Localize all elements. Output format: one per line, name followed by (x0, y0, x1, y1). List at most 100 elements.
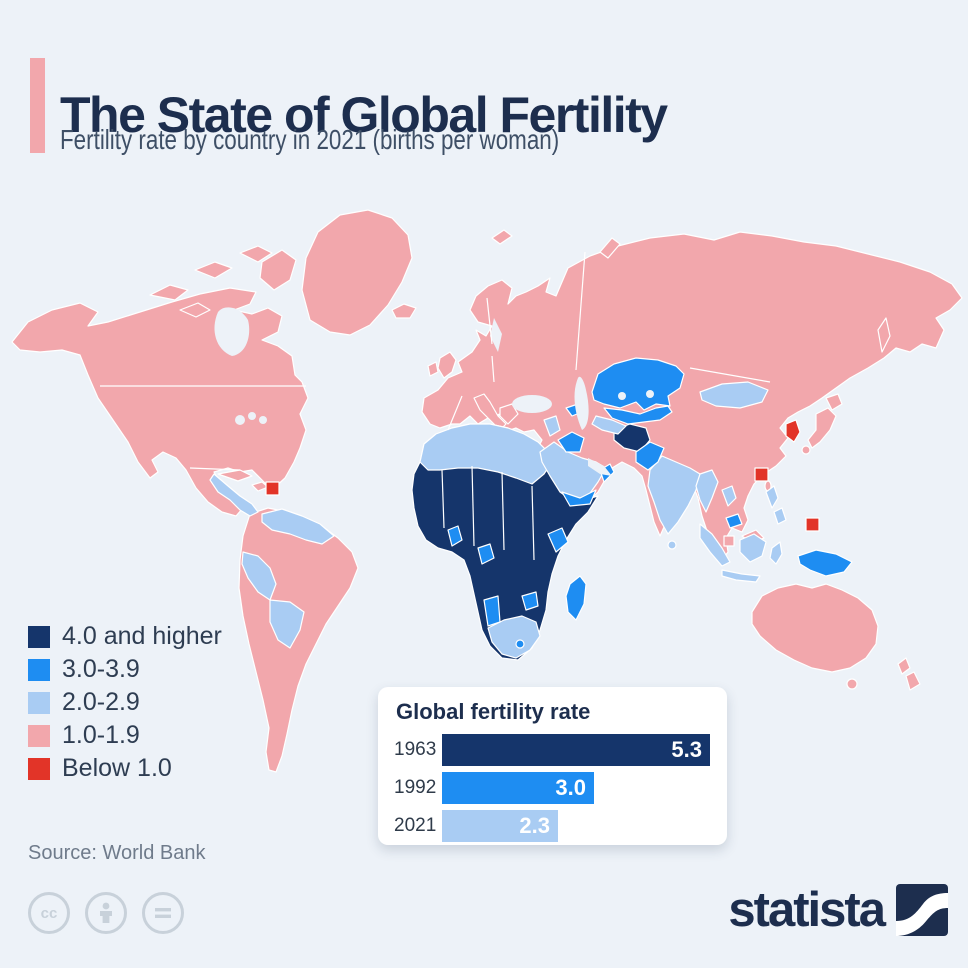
bar-row-2021: 2021 2.3 (394, 810, 727, 842)
region-arctic-island (149, 284, 189, 301)
legend-swatch-pink (28, 724, 50, 747)
region-namibia (483, 595, 501, 627)
region-mongolia (699, 381, 769, 409)
region-greenland (301, 209, 413, 336)
legend-item-4-and-higher: 4.0 and higher (28, 620, 222, 653)
region-uzbekistan (603, 405, 673, 425)
legend-item-2-to-2-9: 2.0-2.9 (28, 686, 222, 719)
title-accent-bar (30, 58, 45, 153)
legend-item-1-to-1-9: 1.0-1.9 (28, 719, 222, 752)
region-java (721, 569, 761, 583)
region-southern-africa (487, 615, 541, 659)
marker-hong-kong (754, 467, 769, 482)
region-borneo (739, 533, 767, 563)
aral-sea (618, 392, 626, 400)
region-new-zealand (897, 657, 911, 675)
black-sea (512, 395, 552, 413)
legend-label: 4.0 and higher (62, 622, 222, 650)
region-zimbabwe (521, 591, 539, 611)
region-iraq (557, 431, 585, 453)
region-venezuela-guyanas (261, 508, 335, 545)
no-derivatives-icon[interactable] (142, 892, 184, 934)
attribution-icon[interactable] (85, 892, 127, 934)
caspian-sea (574, 376, 589, 430)
bar-1963: 5.3 (442, 734, 710, 766)
bar-value-label: 2.3 (519, 813, 550, 838)
region-arctic-island (179, 302, 211, 318)
source-attribution: Source: World Bank (28, 842, 206, 864)
baltic-sea (490, 318, 502, 352)
region-tasmania (846, 678, 858, 690)
region-iceland (391, 303, 417, 319)
legend-label: 1.0-1.9 (62, 721, 140, 749)
bar-row-1992: 1992 3.0 (394, 772, 727, 804)
cc-glyph: cc (41, 905, 58, 922)
legend-swatch-red (28, 757, 50, 780)
region-novaya-zemlya (599, 237, 621, 259)
region-japan-kyushu (801, 445, 811, 455)
bar-year-label: 1992 (394, 777, 437, 798)
statista-logo-icon (896, 884, 948, 936)
bar-value-label: 5.3 (671, 737, 702, 762)
region-yemen (561, 489, 597, 507)
persian-gulf (588, 458, 612, 476)
license-icons: cc (28, 892, 184, 934)
region-australia (751, 583, 879, 673)
region-kenya (547, 527, 569, 553)
bar-2021: 2.3 (442, 810, 558, 842)
statista-brand[interactable]: statista (728, 884, 948, 936)
region-baffin-island (259, 249, 297, 291)
region-arctic-island (194, 261, 233, 279)
svg-text:cc: cc (41, 905, 58, 922)
legend-label: 3.0-3.9 (62, 655, 140, 683)
legend-swatch-blue (28, 658, 50, 681)
region-philippines (773, 507, 787, 525)
marker-pacific-territory (805, 517, 820, 532)
region-navy-layer (411, 423, 651, 661)
bar-year-label: 1963 (394, 739, 437, 760)
map-legend: 4.0 and higher 3.0-3.9 2.0-2.9 1.0-1.9 B… (28, 620, 222, 785)
region-pakistan (635, 441, 665, 471)
region-madagascar (565, 575, 587, 621)
region-north-america (11, 287, 309, 517)
legend-swatch-light-blue (28, 691, 50, 714)
region-bolivia-paraguay (269, 599, 305, 649)
border-lines (100, 251, 771, 561)
region-uk (437, 351, 457, 379)
equals-glyph (155, 908, 171, 918)
water-cutouts (214, 307, 654, 476)
page-subtitle: Fertility rate by country in 2021 (birth… (60, 124, 560, 155)
region-japan-hokkaido (825, 393, 843, 411)
lake-balkhash (646, 390, 654, 398)
region-philippines (765, 485, 779, 509)
region-cambodia (725, 513, 743, 529)
world-choropleth-map (11, 209, 963, 773)
inset-bar-chart-card: Global fertility rate 1963 5.3 1992 3.0 … (378, 687, 727, 845)
region-india (647, 455, 701, 535)
region-south-america (238, 507, 359, 773)
region-lightblue-layer (209, 381, 787, 659)
region-south-korea (785, 419, 801, 443)
region-red-layer (265, 419, 820, 532)
region-arctic-island (239, 245, 273, 263)
region-new-zealand (905, 671, 921, 691)
region-italy (473, 393, 507, 431)
region-cuba (217, 469, 253, 482)
region-ireland (427, 361, 439, 377)
region-lesotho (515, 639, 525, 649)
inset-chart-title: Global fertility rate (396, 699, 591, 724)
region-laos (721, 485, 737, 507)
region-sri-lanka (667, 540, 677, 550)
marker-puerto-rico (265, 481, 280, 496)
legend-item-below-1: Below 1.0 (28, 752, 222, 785)
bar-1992: 3.0 (442, 772, 594, 804)
region-greece (499, 403, 519, 425)
region-kazakhstan (591, 357, 685, 411)
region-sumatra (699, 523, 731, 567)
region-ghana (447, 525, 463, 547)
cc-icon[interactable]: cc (28, 892, 70, 934)
region-central-america (209, 473, 259, 517)
statista-wordmark: statista (728, 883, 886, 937)
region-myanmar (695, 469, 719, 513)
